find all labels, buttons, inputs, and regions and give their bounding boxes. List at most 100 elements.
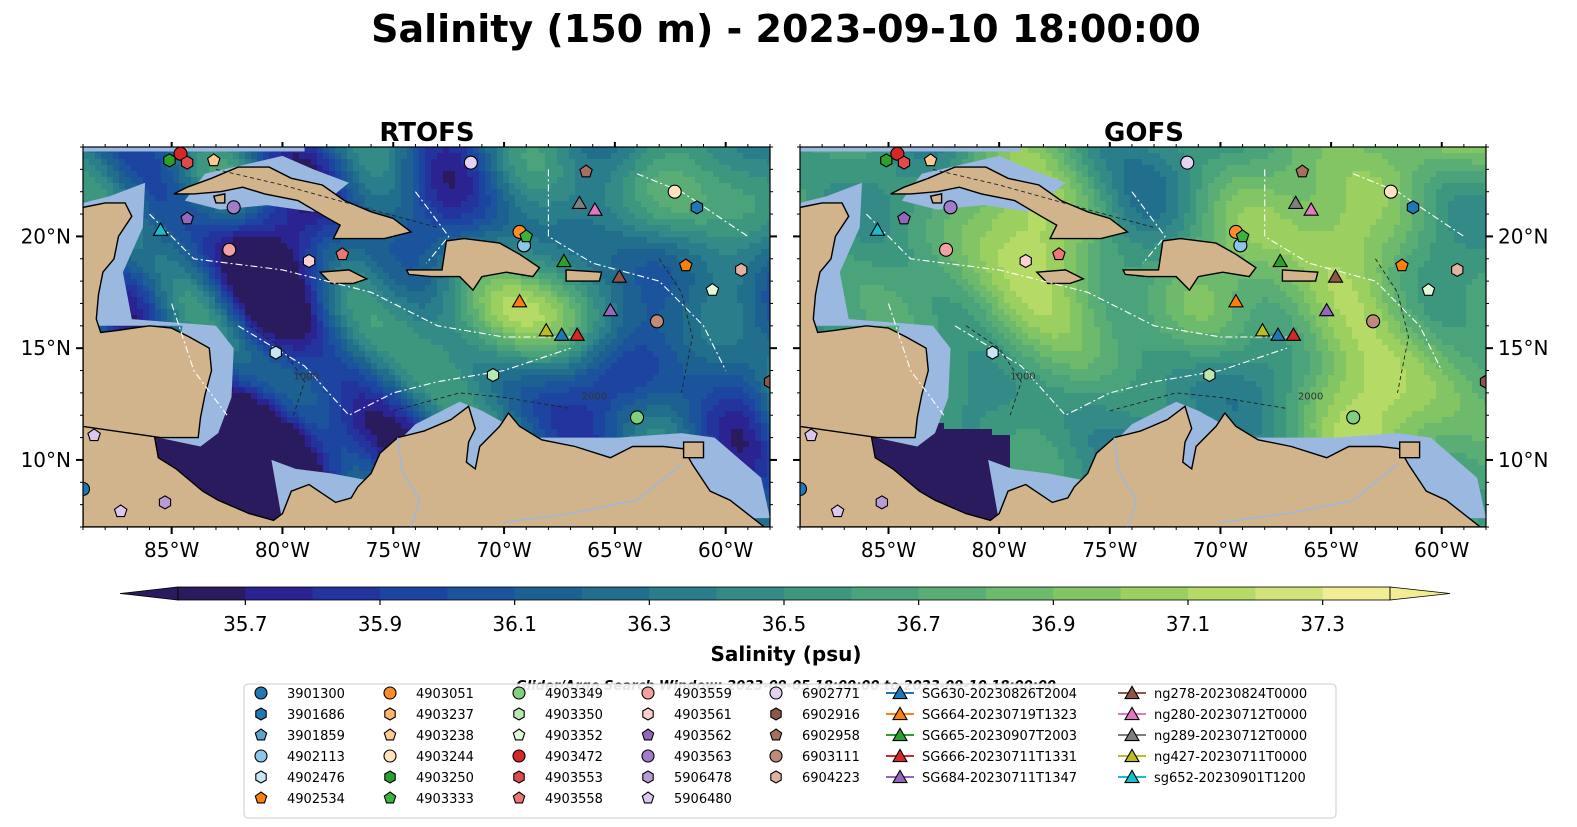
salinity-cell [689, 219, 696, 226]
salinity-cell [713, 183, 720, 190]
salinity-cell [653, 303, 660, 310]
salinity-cell [449, 201, 456, 208]
salinity-cell [101, 177, 108, 184]
salinity-cell [521, 399, 528, 406]
salinity-cell [623, 165, 630, 172]
salinity-cell [143, 189, 150, 196]
salinity-cell [491, 303, 498, 310]
salinity-cell [437, 387, 444, 394]
salinity-cell [665, 333, 672, 340]
salinity-cell [377, 387, 384, 394]
salinity-cell [245, 273, 252, 280]
salinity-cell [599, 147, 606, 154]
salinity-cell [605, 147, 612, 154]
salinity-cell [203, 315, 210, 322]
salinity-cell [743, 231, 750, 238]
salinity-cell [305, 333, 312, 340]
salinity-cell [347, 285, 354, 292]
salinity-cell [197, 303, 204, 310]
salinity-cell [281, 225, 288, 232]
salinity-cell [95, 171, 102, 178]
salinity-cell [527, 147, 534, 154]
salinity-cell [527, 213, 534, 220]
salinity-cell [485, 399, 492, 406]
salinity-cell [677, 297, 684, 304]
salinity-cell [533, 225, 540, 232]
salinity-cell [287, 255, 294, 262]
salinity-cell [365, 315, 372, 322]
salinity-cell [437, 345, 444, 352]
salinity-cell [689, 153, 696, 160]
salinity-cell [641, 255, 648, 262]
salinity-cell [551, 159, 558, 166]
salinity-cell [539, 393, 546, 400]
salinity-cell [341, 237, 348, 244]
salinity-cell [383, 369, 390, 376]
salinity-cell [347, 243, 354, 250]
salinity-cell [311, 285, 318, 292]
salinity-cell [581, 153, 588, 160]
salinity-cell [683, 147, 690, 154]
salinity-cell [413, 351, 420, 358]
salinity-cell [167, 231, 174, 238]
salinity-cell [107, 159, 114, 166]
salinity-cell [641, 309, 648, 316]
salinity-cell [155, 159, 162, 166]
salinity-cell [521, 369, 528, 376]
salinity-cell [281, 213, 288, 220]
salinity-cell [491, 291, 498, 298]
salinity-cell [587, 219, 594, 226]
salinity-cell [353, 237, 360, 244]
salinity-cell [749, 165, 756, 172]
salinity-cell [497, 153, 504, 160]
salinity-cell [155, 177, 162, 184]
salinity-cell [107, 177, 114, 184]
salinity-cell [689, 363, 696, 370]
salinity-cell [725, 195, 732, 202]
salinity-cell [593, 147, 600, 154]
salinity-cell [743, 309, 750, 316]
salinity-cell [305, 147, 312, 154]
salinity-cell [707, 375, 714, 382]
salinity-cell [401, 243, 408, 250]
salinity-cell [647, 267, 654, 274]
salinity-cell [695, 315, 702, 322]
salinity-cell [647, 333, 654, 340]
salinity-cell [251, 237, 258, 244]
salinity-cell [719, 249, 726, 256]
salinity-cell [665, 393, 672, 400]
salinity-cell [689, 291, 696, 298]
salinity-cell [515, 357, 522, 364]
salinity-cell [455, 207, 462, 214]
salinity-cell [647, 363, 654, 370]
salinity-cell [263, 279, 270, 286]
salinity-cell [533, 291, 540, 298]
salinity-cell [731, 321, 738, 328]
salinity-cell [695, 159, 702, 166]
salinity-cell [737, 399, 744, 406]
salinity-cell [557, 363, 564, 370]
salinity-cell [695, 333, 702, 340]
salinity-cell [575, 213, 582, 220]
salinity-cell [293, 309, 300, 316]
salinity-cell [701, 393, 708, 400]
salinity-cell [275, 327, 282, 334]
salinity-cell [533, 177, 540, 184]
salinity-cell [245, 279, 252, 286]
salinity-cell [521, 165, 528, 172]
salinity-cell [701, 195, 708, 202]
salinity-cell [149, 255, 156, 262]
salinity-cell [257, 375, 264, 382]
salinity-cell [335, 369, 342, 376]
salinity-cell [299, 213, 306, 220]
salinity-cell [503, 327, 510, 334]
salinity-cell [635, 165, 642, 172]
salinity-cell [413, 261, 420, 268]
salinity-cell [449, 147, 456, 154]
salinity-cell [407, 399, 414, 406]
salinity-cell [707, 381, 714, 388]
salinity-cell [485, 273, 492, 280]
salinity-cell [497, 381, 504, 388]
salinity-cell [479, 213, 486, 220]
salinity-cell [353, 177, 360, 184]
